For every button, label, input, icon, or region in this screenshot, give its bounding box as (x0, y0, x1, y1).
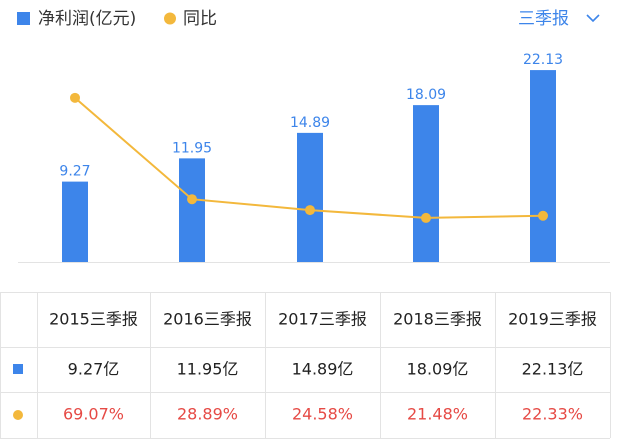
table-cell: 28.89% (177, 405, 238, 424)
line-point (70, 92, 80, 103)
bar-label: 22.13 (523, 52, 563, 68)
bar-label: 11.95 (172, 140, 212, 156)
legend-label: 同比 (183, 9, 217, 29)
bar-label: 18.09 (406, 87, 446, 103)
bar-label: 9.27 (59, 164, 90, 180)
row-swatch (13, 410, 23, 420)
table-header: 2018三季报 (393, 310, 482, 329)
legend-swatch (164, 12, 176, 25)
line-point (305, 205, 315, 216)
bar (179, 158, 205, 262)
table-cell: 11.95亿 (177, 360, 239, 379)
line-point (538, 210, 548, 221)
period-label[interactable]: 三季报 (518, 9, 569, 29)
chevron[interactable] (586, 14, 600, 23)
table-cell: 22.33% (522, 405, 583, 424)
row-swatch (13, 364, 23, 374)
bar (413, 105, 439, 262)
table-header: 2016三季报 (163, 310, 252, 329)
table-cell: 18.09亿 (407, 360, 469, 379)
table-header: 2019三季报 (508, 310, 597, 329)
legend-label: 净利润(亿元) (38, 9, 136, 29)
bar (297, 132, 323, 262)
bar (530, 70, 556, 263)
table-header: 2015三季报 (49, 310, 138, 329)
bar-label: 14.89 (290, 115, 330, 131)
legend-swatch (17, 12, 30, 25)
table-cell: 21.48% (407, 405, 468, 424)
table-cell: 22.13亿 (522, 360, 584, 379)
table-header: 2017三季报 (278, 310, 367, 329)
period-toggle[interactable]: 三季报 (518, 9, 600, 29)
line-point (187, 194, 197, 205)
table-cell: 14.89亿 (292, 360, 354, 379)
table-cell: 69.07% (63, 405, 124, 424)
line-point (421, 212, 431, 223)
table-cell: 9.27亿 (68, 360, 120, 379)
bar (62, 181, 88, 262)
table-cell: 24.58% (292, 405, 353, 424)
